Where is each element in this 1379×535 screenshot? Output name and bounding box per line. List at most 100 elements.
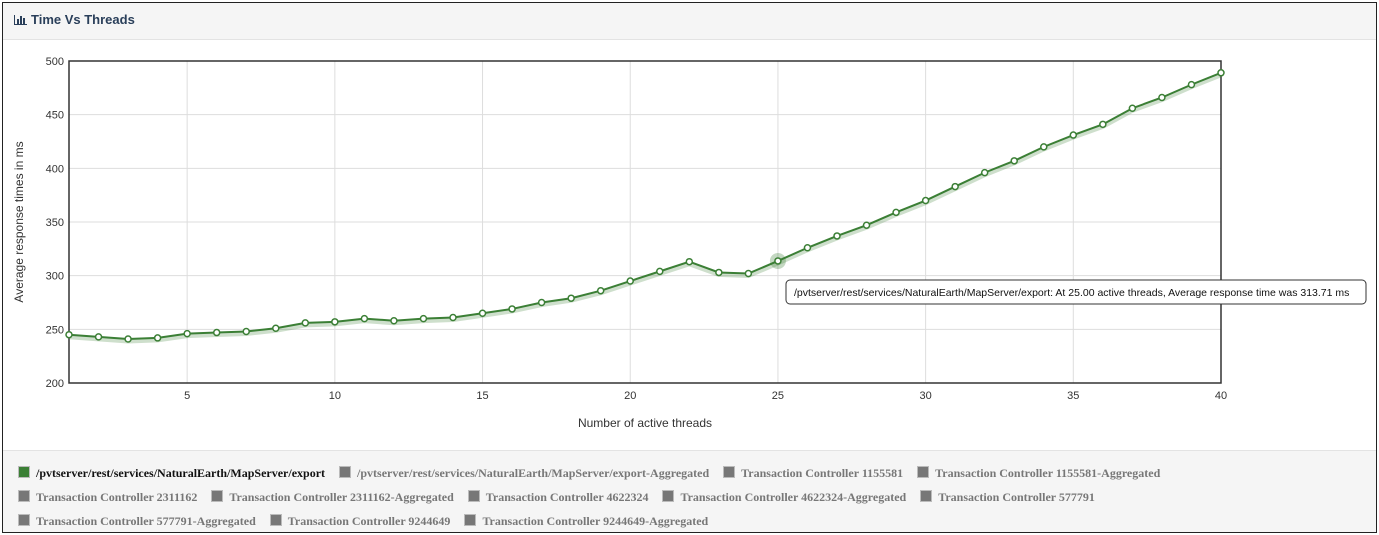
point	[626, 277, 634, 285]
point	[183, 329, 191, 338]
legend-swatch	[18, 490, 30, 502]
legend-label: Transaction Controller 1155581	[741, 466, 904, 480]
legend-item[interactable]: /pvtserver/rest/services/NaturalEarth/Ma…	[339, 461, 709, 485]
y-tick-label: 400	[46, 163, 64, 175]
legend-swatch	[464, 514, 477, 526]
legend-swatch	[920, 490, 933, 502]
x-tick-label: 5	[184, 390, 190, 402]
point	[596, 286, 605, 295]
legend-swatch	[467, 490, 480, 502]
legend-item[interactable]: Transaction Controller 4622324-Aggregate…	[662, 485, 906, 509]
legend: /pvtserver/rest/services/NaturalEarth/Ma…	[3, 450, 1376, 532]
legend-swatch	[18, 514, 30, 526]
point	[685, 257, 694, 266]
legend-item[interactable]: /pvtserver/rest/services/NaturalEarth/Ma…	[18, 461, 325, 485]
point	[360, 314, 369, 323]
legend-swatch	[339, 466, 352, 478]
point	[212, 328, 221, 337]
point	[1187, 80, 1196, 89]
point	[1069, 131, 1078, 139]
y-tick-label: 500	[46, 56, 64, 68]
legend-swatch	[269, 514, 282, 526]
legend-swatch	[211, 490, 224, 502]
tooltip-box	[785, 279, 1367, 305]
x-axis-label: Number of active threads	[578, 416, 712, 430]
chart-icon	[14, 15, 27, 25]
point	[537, 298, 546, 307]
y-axis-label: Average response times in ms	[12, 141, 26, 302]
y-tick-label: 350	[46, 217, 64, 229]
x-tick-label: 35	[1067, 390, 1079, 402]
legend-item[interactable]: Transaction Controller 9244649	[269, 509, 451, 532]
legend-label: Transaction Controller 577791-Aggregated	[36, 514, 256, 528]
legend-swatch	[18, 466, 30, 478]
x-tick-label: 40	[1215, 390, 1227, 402]
legend-label: Transaction Controller 577791	[938, 490, 1095, 504]
legend-label: Transaction Controller 9244649-Aggregate…	[482, 514, 709, 528]
point	[833, 232, 841, 240]
legend-item[interactable]: Transaction Controller 4622324	[467, 485, 649, 509]
legend-label: Transaction Controller 2311162	[36, 490, 198, 504]
point	[1010, 157, 1018, 165]
panel-header: Time Vs Threads	[3, 3, 1376, 40]
legend-item[interactable]: Transaction Controller 2311162-Aggregate…	[211, 485, 454, 509]
point	[1128, 104, 1137, 112]
point	[803, 244, 812, 252]
point	[892, 208, 900, 217]
legend-label: Transaction Controller 2311162-Aggregate…	[229, 490, 454, 504]
legend-label: /pvtserver/rest/services/NaturalEarth/Ma…	[357, 466, 710, 480]
point	[951, 182, 959, 191]
series-line	[68, 71, 1222, 340]
legend-item[interactable]: Transaction Controller 577791-Aggregated	[18, 509, 256, 532]
point	[124, 335, 132, 343]
point	[1040, 143, 1048, 151]
point	[862, 221, 871, 229]
legend-label: Transaction Controller 9244649	[287, 514, 451, 528]
legend-item[interactable]: Transaction Controller 577791	[920, 485, 1095, 509]
x-tick-label: 15	[476, 390, 488, 402]
point	[94, 333, 103, 341]
line-shadow	[68, 72, 1222, 344]
point	[153, 334, 162, 342]
y-tick-label: 250	[46, 324, 64, 336]
point	[478, 309, 487, 317]
y-tick-label: 200	[46, 378, 64, 390]
point	[715, 268, 723, 277]
x-tick-label: 30	[919, 390, 931, 402]
y-tick-label: 300	[46, 271, 64, 283]
legend-swatch	[662, 490, 675, 502]
point	[656, 267, 664, 276]
point	[331, 318, 339, 326]
point	[921, 196, 930, 205]
legend-item[interactable]: Transaction Controller 1155581-Aggregate…	[917, 461, 1160, 485]
x-tick-label: 10	[329, 390, 341, 402]
legend-item[interactable]: Transaction Controller 1155581	[723, 461, 903, 485]
legend-label: Transaction Controller 1155581-Aggregate…	[935, 466, 1161, 480]
chart: 200 250 300 350 400 450 500 5 10 15 20 25 30 35 40 Numb…	[12, 56, 1367, 430]
plot-border	[68, 60, 1222, 384]
point	[65, 330, 73, 339]
point	[774, 257, 782, 265]
tooltip-text: /pvtserver/rest/services/NaturalEarth/Ma…	[794, 287, 1349, 299]
point	[272, 324, 280, 333]
point	[744, 269, 753, 278]
point	[1099, 120, 1107, 129]
point	[567, 294, 575, 302]
legend-swatch	[917, 466, 930, 478]
legend-label: Transaction Controller 4622324-Aggregate…	[680, 490, 907, 504]
legend-item[interactable]: Transaction Controller 9244649-Aggregate…	[464, 509, 709, 532]
legend-items: /pvtserver/rest/services/NaturalEarth/Ma…	[18, 461, 1338, 532]
panel-title: Time Vs Threads	[31, 12, 135, 27]
legend-swatch	[723, 466, 736, 478]
point	[1217, 69, 1225, 77]
point	[390, 316, 398, 325]
point	[980, 168, 989, 177]
y-tick-label: 450	[46, 110, 64, 122]
legend-label: Transaction Controller 4622324	[485, 490, 649, 504]
point	[242, 327, 250, 336]
legend-label: /pvtserver/rest/services/NaturalEarth/Ma…	[36, 466, 326, 480]
legend-item[interactable]: Transaction Controller 2311162	[18, 485, 197, 509]
point	[449, 313, 457, 322]
point	[419, 314, 428, 323]
